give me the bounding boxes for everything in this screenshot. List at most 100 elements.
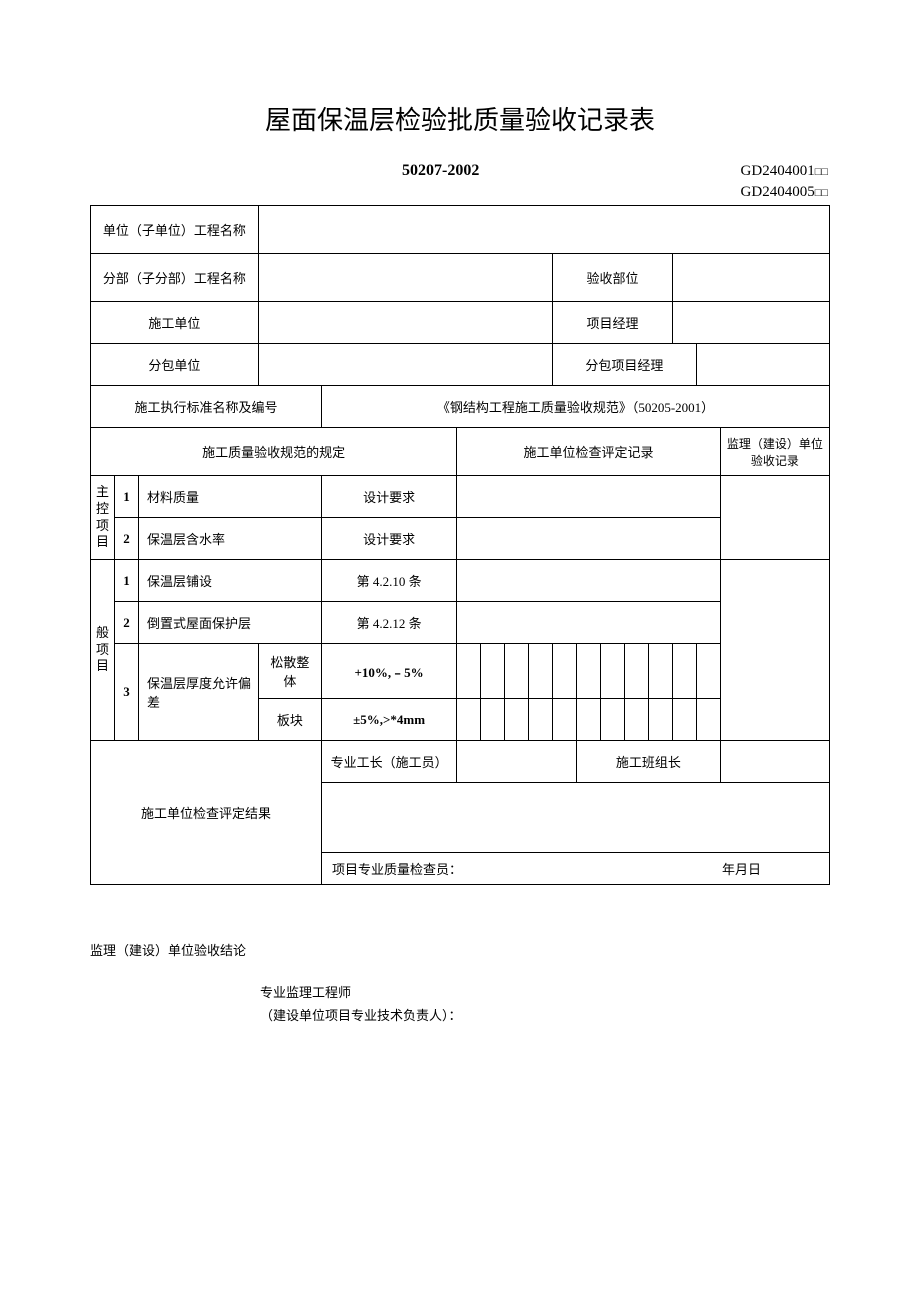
table-row: 2 保温层含水率 设计要求 [91,518,830,560]
data-cell [457,644,481,699]
check-record [457,476,721,518]
value-standard: 《钢结构工程施工质量验收规范》（50205-2001） [322,386,830,428]
subheader-row: 50207-2002 GD2404001□□ [90,162,830,180]
label-unit-project: 单位（子单位）工程名称 [91,206,259,254]
inspection-record-table: 单位（子单位）工程名称 分部（子分部）工程名称 验收部位 施工单位 项目经理 分… [90,205,830,885]
label-sub-unit: 分包单位 [91,344,259,386]
data-cell [648,644,672,699]
value-project-manager [672,302,829,344]
value-sub-project [258,254,552,302]
table-row: 2 倒置式屋面保护层 第 4.2.12 条 [91,602,830,644]
label-supervisor-record: 监理（建设）单位验收记录 [720,428,829,476]
item-spec: +10%,﹣5% [322,644,457,699]
spec-code: 50207-2002 [402,162,479,180]
value-accept-dept [672,254,829,302]
spec-text: 第 4.2.12 条 [357,616,422,631]
check-record [457,602,721,644]
data-cell [696,699,720,741]
item-spec: 设计要求 [322,476,457,518]
item-name: 保温层厚度允许偏差 [138,644,258,741]
item-spec: ±5%,>*4mm [322,699,457,741]
data-cell [457,699,481,741]
standard-text: 《钢结构工程施工质量验收规范》（50205-2001） [437,400,714,415]
label-unit-check-result: 施工单位检查评定结果 [91,741,322,885]
check-record [457,560,721,602]
document-title: 屋面保温层检验批质量验收记录表 [90,100,830,137]
label-general-item: 般项目 [91,560,115,741]
label-project-manager: 项目经理 [553,302,673,344]
label-unit-check: 施工单位检查评定记录 [457,428,721,476]
data-cell [505,699,529,741]
data-cell [529,644,553,699]
row-num: 2 [114,602,138,644]
data-cell [672,644,696,699]
data-cell [672,699,696,741]
sub-label: 松散整体 [258,644,321,699]
gd-code-1: GD2404001□□ [741,163,828,180]
table-row: 3 保温层厚度允许偏差 松散整体 +10%,﹣5% [91,644,830,699]
data-cell [624,699,648,741]
item-spec: 设计要求 [322,518,457,560]
data-cell [481,644,505,699]
value-sub-unit [258,344,552,386]
data-cell [577,699,601,741]
data-cell [624,644,648,699]
data-cell [481,699,505,741]
data-cell [529,699,553,741]
data-cell [696,644,720,699]
label-pro-supervisor: 专业监理工程师 [260,981,830,1004]
footer-section: 监理（建设）单位验收结论 专业监理工程师 （建设单位项目专业技术负责人）： [90,940,830,1028]
table-row: 分包单位 分包项目经理 [91,344,830,386]
sub-label: 板块 [258,699,321,741]
spec-text: 第 4.2.10 条 [357,574,422,589]
value-construct-unit [258,302,552,344]
item-name: 材料质量 [138,476,321,518]
data-cell [553,699,577,741]
item-spec: 第 4.2.12 条 [322,602,457,644]
data-cell [577,644,601,699]
label-supervisor-conclusion: 监理（建设）单位验收结论 [90,940,830,959]
label-main-control: 主控项目 [91,476,115,560]
supervisor-cell [720,560,829,741]
table-row: 般项目 1 保温层铺设 第 4.2.10 条 [91,560,830,602]
data-cell [648,699,672,741]
item-name: 保温层含水率 [138,518,321,560]
label-jianshe-unit: （建设单位项目专业技术负责人）： [260,1004,830,1027]
value-foreman [457,741,577,783]
table-row: 施工质量验收规范的规定 施工单位检查评定记录 监理（建设）单位验收记录 [91,428,830,476]
label-standard: 施工执行标准名称及编号 [91,386,322,428]
label-construct-unit: 施工单位 [91,302,259,344]
value-sub-pm [696,344,829,386]
label-sub-project: 分部（子分部）工程名称 [91,254,259,302]
label-sub-pm: 分包项目经理 [553,344,697,386]
data-cell [505,644,529,699]
row-num: 1 [114,476,138,518]
table-row: 分部（子分部）工程名称 验收部位 [91,254,830,302]
label-foreman: 专业工长（施工员） [322,741,457,783]
item-spec: 第 4.2.10 条 [322,560,457,602]
supervisor-cell [720,476,829,560]
check-record [457,518,721,560]
table-row: 施工单位 项目经理 [91,302,830,344]
row-num: 1 [114,560,138,602]
data-cell [600,699,624,741]
signature-row: 项目专业质量检查员： 年月日 [322,853,830,885]
table-row: 施工执行标准名称及编号 《钢结构工程施工质量验收规范》（50205-2001） [91,386,830,428]
blank-area [322,783,830,853]
row-num: 2 [114,518,138,560]
table-row: 施工单位检查评定结果 专业工长（施工员） 施工班组长 [91,741,830,783]
data-cell [600,644,624,699]
label-quality-spec: 施工质量验收规范的规定 [91,428,457,476]
label-team-leader: 施工班组长 [577,741,721,783]
value-unit-project [258,206,829,254]
label-accept-dept: 验收部位 [553,254,673,302]
table-row: 主控项目 1 材料质量 设计要求 [91,476,830,518]
label-inspector: 项目专业质量检查员： [330,859,462,878]
item-name: 倒置式屋面保护层 [138,602,321,644]
gd-code-2-row: GD2404005□□ [90,184,830,201]
value-team-leader [720,741,829,783]
label-date: 年月日 [722,859,821,878]
item-name: 保温层铺设 [138,560,321,602]
table-row: 单位（子单位）工程名称 [91,206,830,254]
data-cell [553,644,577,699]
